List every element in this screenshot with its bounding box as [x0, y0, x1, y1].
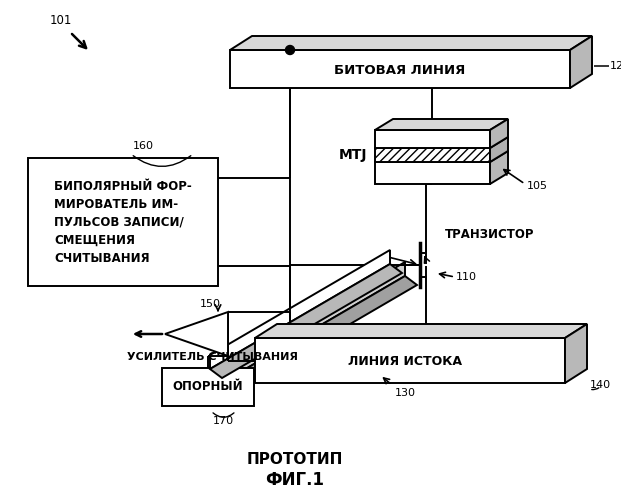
Text: 110: 110 [456, 272, 477, 282]
Polygon shape [375, 130, 490, 148]
Text: ФИГ.1: ФИГ.1 [266, 471, 325, 489]
Text: ТРАНЗИСТОР: ТРАНЗИСТОР [445, 228, 535, 241]
Text: БИТОВАЯ ЛИНИЯ: БИТОВАЯ ЛИНИЯ [334, 64, 466, 76]
Polygon shape [570, 36, 592, 88]
Polygon shape [255, 324, 587, 338]
FancyBboxPatch shape [162, 368, 254, 406]
Polygon shape [490, 151, 508, 184]
Polygon shape [490, 137, 508, 162]
Text: 101: 101 [50, 14, 73, 26]
Polygon shape [255, 338, 565, 383]
Polygon shape [375, 119, 508, 130]
Polygon shape [375, 151, 508, 162]
Text: MTJ: MTJ [338, 148, 367, 162]
Text: ПРОТОТИП: ПРОТОТИП [247, 452, 343, 468]
Polygon shape [225, 276, 417, 390]
Text: ЛИНИЯ ИСТОКА: ЛИНИЯ ИСТОКА [348, 355, 462, 368]
FancyBboxPatch shape [28, 158, 218, 286]
Polygon shape [230, 50, 570, 88]
Polygon shape [230, 36, 592, 50]
Polygon shape [210, 250, 390, 369]
Polygon shape [565, 324, 587, 383]
Polygon shape [375, 162, 490, 184]
Text: 170: 170 [213, 416, 234, 426]
Polygon shape [165, 312, 228, 356]
Text: ОПОРНЫЙ: ОПОРНЫЙ [173, 380, 243, 394]
Polygon shape [375, 137, 508, 148]
Polygon shape [210, 264, 402, 378]
Polygon shape [375, 148, 490, 162]
Text: БИПОЛЯРНЫЙ ФОР-
МИРОВАТЕЛЬ ИМ-
ПУЛЬСОВ ЗАПИСИ/
СМЕЩЕНИЯ
СЧИТЫВАНИЯ: БИПОЛЯРНЫЙ ФОР- МИРОВАТЕЛЬ ИМ- ПУЛЬСОВ З… [54, 180, 192, 264]
Polygon shape [490, 119, 508, 148]
Text: 140: 140 [590, 380, 611, 390]
Polygon shape [225, 262, 405, 381]
Text: 120: 120 [610, 61, 621, 71]
Text: 130: 130 [395, 388, 416, 398]
Text: СЛОВАРНАЯ ЛИНИЯ: СЛОВАРНАЯ ЛИНИЯ [268, 334, 404, 346]
Text: 160: 160 [133, 141, 154, 151]
Circle shape [286, 46, 294, 54]
Text: УСИЛИТЕЛЬ СЧИТЫВАНИЯ: УСИЛИТЕЛЬ СЧИТЫВАНИЯ [127, 352, 298, 362]
Text: 105: 105 [527, 181, 548, 191]
Text: 150: 150 [200, 299, 221, 309]
